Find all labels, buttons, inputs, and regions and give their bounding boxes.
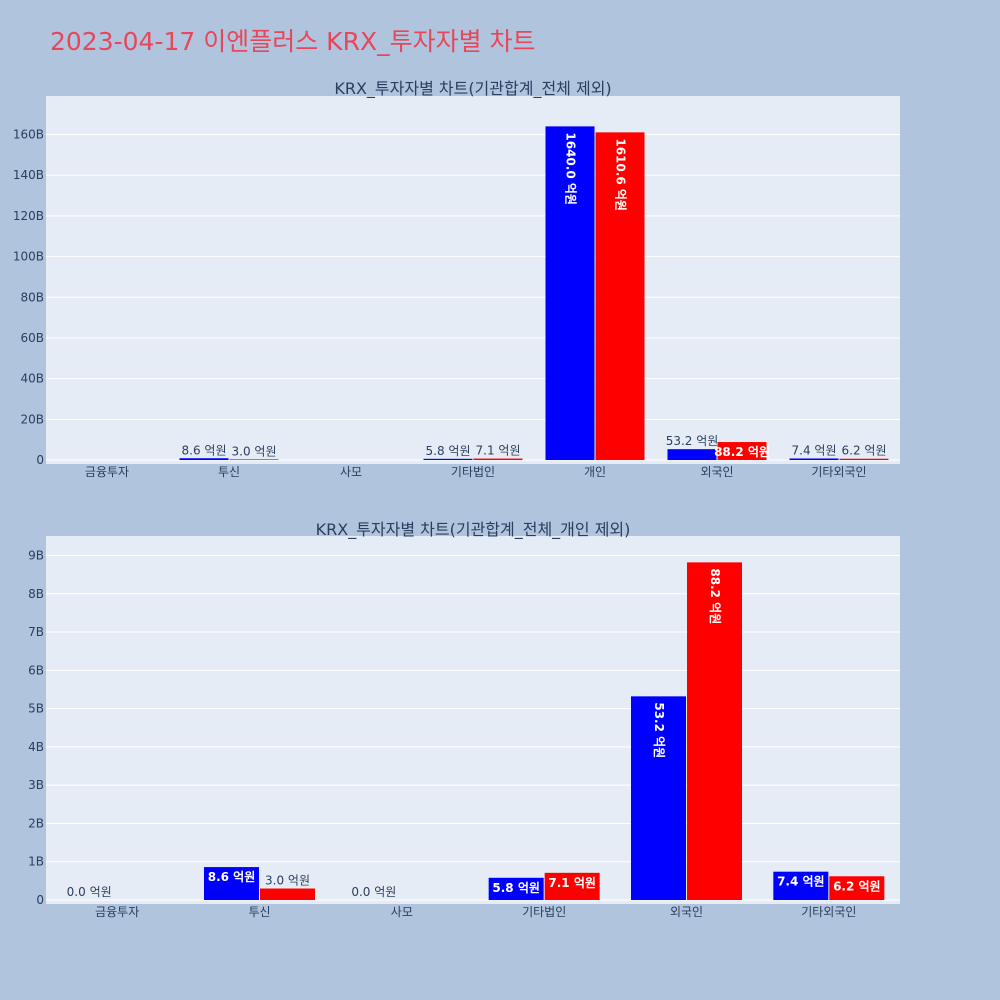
data-label: 88.2 억원 bbox=[714, 445, 770, 459]
bar bbox=[687, 562, 742, 900]
data-label: 8.6 억원 bbox=[208, 870, 256, 884]
bar bbox=[260, 888, 315, 900]
y-tick-label: 100B bbox=[13, 250, 44, 264]
chart-top: 0 20B 40B 60B 80B 100B 120B 140B 160B KRX_투자자별 차트… bbox=[13, 79, 900, 479]
y-tick-label: 1B bbox=[28, 855, 44, 869]
y-tick-label: 160B bbox=[13, 128, 44, 142]
y-tick-label: 5B bbox=[28, 702, 44, 716]
y-tick-label: 0 bbox=[36, 453, 44, 467]
x-tick-label: 외국인 bbox=[700, 465, 733, 479]
x-tick-label: 사모 bbox=[340, 465, 362, 479]
data-label: 8.6 억원 bbox=[182, 443, 227, 457]
bar bbox=[829, 876, 885, 900]
x-tick-label: 개인 bbox=[584, 465, 606, 479]
bar bbox=[423, 458, 473, 460]
y-tick-label: 8B bbox=[28, 587, 44, 601]
plot-area bbox=[46, 96, 900, 464]
bar bbox=[544, 872, 600, 900]
y-tick-label: 140B bbox=[13, 168, 44, 182]
y-tick-label: 6B bbox=[28, 663, 44, 677]
data-label: 53.2 억원 bbox=[666, 434, 719, 448]
data-label: 1610.6 억원 bbox=[614, 138, 628, 211]
data-label: 5.8 억원 bbox=[426, 444, 471, 458]
x-tick-label: 기타법인 bbox=[522, 905, 566, 919]
x-tick-label: 기타외국인 bbox=[811, 465, 866, 479]
bar bbox=[545, 126, 595, 461]
y-tick-label: 0 bbox=[36, 893, 44, 907]
bar bbox=[773, 871, 829, 900]
bar bbox=[204, 867, 259, 900]
data-label: 7.1 억원 bbox=[476, 444, 521, 458]
bar bbox=[595, 132, 645, 460]
data-label: 6.2 억원 bbox=[842, 444, 887, 458]
y-tick-label: 7B bbox=[28, 625, 44, 639]
plot-area bbox=[46, 536, 900, 904]
bar bbox=[839, 458, 889, 460]
y-tick-label: 4B bbox=[28, 740, 44, 754]
data-label: 7.1 억원 bbox=[548, 876, 596, 890]
data-label: 1640.0 억원 bbox=[564, 132, 578, 205]
data-label: 7.4 억원 bbox=[792, 443, 837, 457]
chart-bottom: 0 1B 2B 3B 4B 5B 6B 7B 8B 9B KRX_투자자별 차트(기관합계_전체_개… bbox=[28, 520, 900, 919]
data-label: 5.8 억원 bbox=[492, 881, 540, 895]
x-tick-label: 외국인 bbox=[670, 905, 703, 919]
y-tick-label: 40B bbox=[20, 372, 44, 386]
bar bbox=[631, 696, 686, 900]
data-label: 0.0 억원 bbox=[67, 885, 112, 899]
bar bbox=[789, 458, 839, 460]
bar bbox=[179, 458, 229, 460]
data-label: 88.2 억원 bbox=[708, 568, 722, 624]
y-tick-label: 2B bbox=[28, 816, 44, 830]
x-tick-label: 투신 bbox=[218, 465, 240, 479]
data-label: 3.0 억원 bbox=[265, 874, 310, 888]
x-tick-label: 금융투자 bbox=[85, 465, 129, 479]
bar bbox=[473, 458, 523, 460]
y-tick-label: 120B bbox=[13, 209, 44, 223]
y-tick-label: 80B bbox=[20, 290, 44, 304]
data-label: 53.2 억원 bbox=[652, 702, 666, 758]
data-label: 0.0 억원 bbox=[351, 885, 396, 899]
bar bbox=[229, 459, 279, 460]
data-label: 3.0 억원 bbox=[232, 444, 277, 458]
x-tick-label: 사모 bbox=[391, 905, 413, 919]
chart-title: KRX_투자자별 차트(기관합계_전체_개인 제외) bbox=[316, 520, 631, 540]
bar bbox=[488, 877, 544, 900]
y-tick-label: 60B bbox=[20, 331, 44, 345]
y-tick-label: 9B bbox=[28, 548, 44, 562]
y-tick-label: 3B bbox=[28, 778, 44, 792]
chart-title: KRX_투자자별 차트(기관합계_전체 제외) bbox=[334, 79, 611, 99]
x-tick-label: 금융투자 bbox=[95, 905, 139, 919]
page-title: 2023-04-17 이엔플러스 KRX_투자자별 차트 bbox=[50, 27, 536, 56]
bar bbox=[667, 449, 717, 460]
data-label: 7.4 억원 bbox=[777, 875, 825, 889]
y-tick-label: 20B bbox=[20, 412, 44, 426]
x-tick-label: 투신 bbox=[248, 905, 270, 919]
x-tick-label: 기타외국인 bbox=[801, 905, 856, 919]
x-tick-label: 기타법인 bbox=[451, 465, 495, 479]
data-label: 6.2 억원 bbox=[833, 879, 881, 893]
bar bbox=[717, 442, 767, 460]
